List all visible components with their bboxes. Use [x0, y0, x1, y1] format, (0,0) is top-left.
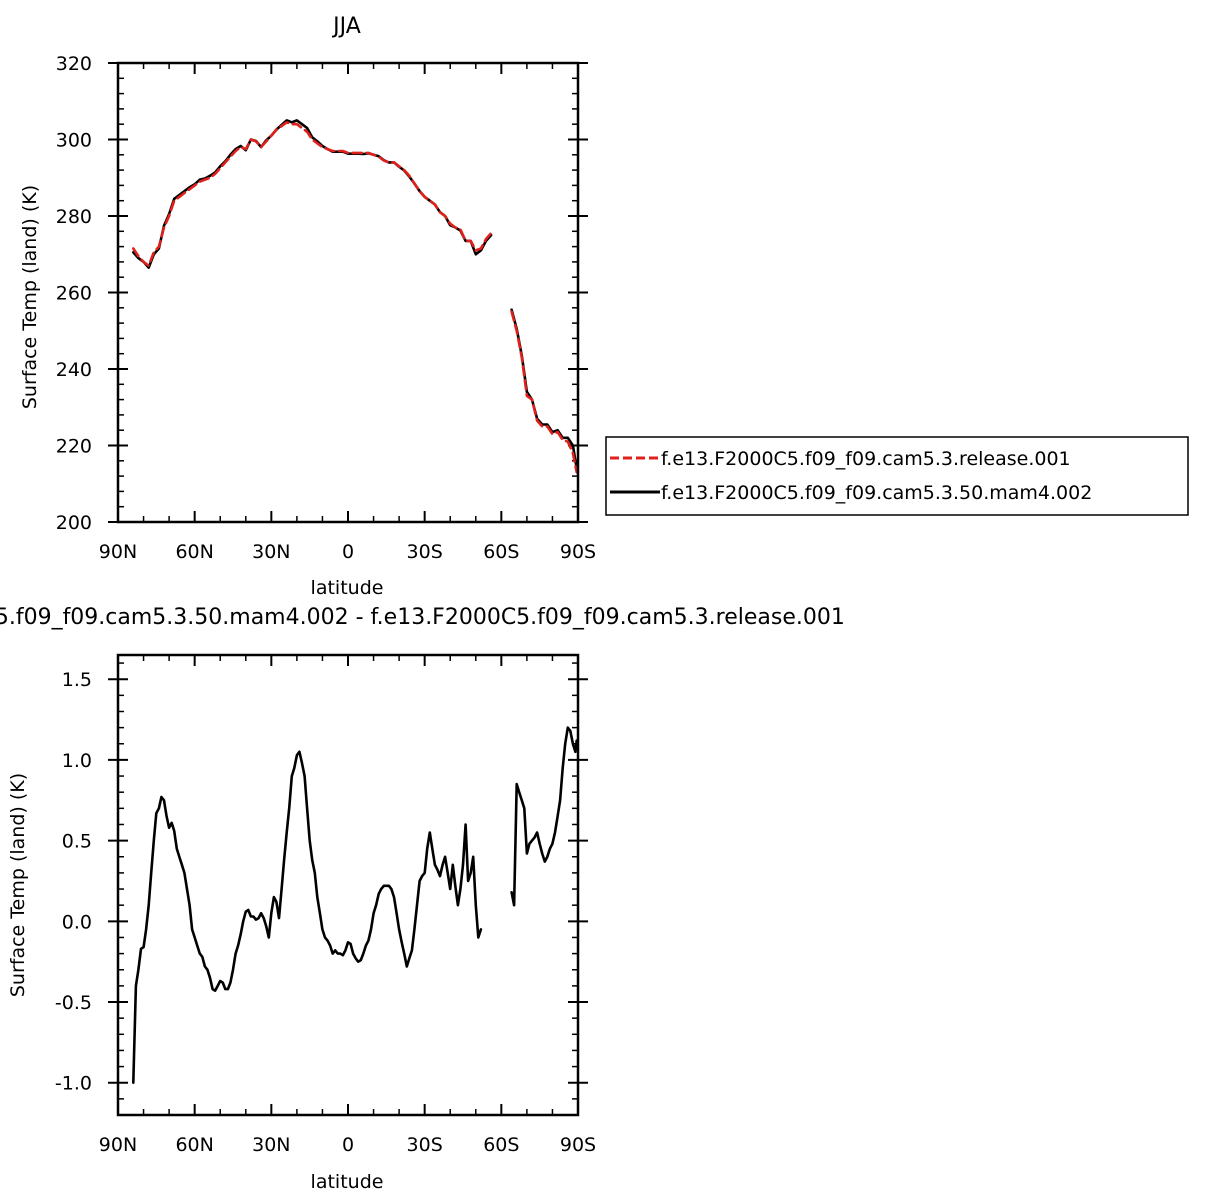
x-tick-label: 60N: [175, 541, 213, 563]
x-tick-label: 90N: [99, 1134, 137, 1156]
x-tick-label: 30S: [407, 1134, 443, 1156]
bottom-axis-ticks: [108, 655, 588, 1115]
top-y-tick-labels: 200 220 240 260 280 300 320: [56, 53, 92, 534]
series-line-1-segment-1: [510, 308, 578, 470]
y-tick-label: 1.5: [62, 669, 92, 691]
x-tick-label: 60S: [483, 541, 519, 563]
legend-label-release: f.e13.F2000C5.f09_f09.cam5.3.release.001: [661, 448, 1071, 470]
y-tick-label: 260: [56, 283, 92, 305]
bottom-x-axis-label: latitude: [311, 1171, 384, 1193]
top-chart-title: JJA: [331, 14, 361, 39]
y-tick-label: 280: [56, 206, 92, 228]
y-tick-label: 200: [56, 512, 92, 534]
bottom-chart-title: f.e13.F2000C5.f09_f09.cam5.3.50.mam4.002…: [0, 605, 845, 630]
x-tick-label: 30S: [407, 541, 443, 563]
series-line-0-segment-0: [132, 121, 493, 267]
y-tick-label: 1.0: [62, 750, 92, 772]
x-tick-label: 90N: [99, 541, 137, 563]
x-tick-label: 60S: [483, 1134, 519, 1156]
y-tick-label: -0.5: [55, 992, 92, 1014]
bottom-y-tick-labels: -1.0 -0.5 0.0 0.5 1.0 1.5: [55, 669, 92, 1095]
x-tick-label: 90S: [560, 541, 596, 563]
series-line-0-segment-1: [510, 310, 578, 474]
top-axis-ticks: [108, 62, 588, 523]
series-line-1-segment-0: [132, 119, 493, 269]
y-tick-label: 220: [56, 436, 92, 458]
y-tick-label: 320: [56, 53, 92, 75]
y-tick-label: 0.5: [62, 831, 92, 853]
legend: f.e13.F2000C5.f09_f09.cam5.3.release.001…: [605, 436, 1189, 516]
legend-box: [605, 436, 1189, 516]
bottom-plot-frame: [116, 653, 580, 1117]
x-tick-label: 90S: [560, 1134, 596, 1156]
y-tick-label: 300: [56, 130, 92, 152]
x-tick-label: 30N: [252, 541, 290, 563]
top-plot-frame: [116, 61, 580, 524]
y-tick-label: 0.0: [62, 911, 92, 933]
x-tick-label: 0: [342, 541, 354, 563]
top-chart-panel: JJA 90N 60N 30N 0 30S 60S 90S 200 220 240 260 280 3…: [19, 14, 1189, 599]
y-tick-label: 240: [56, 359, 92, 381]
top-plot-lines: [132, 119, 578, 474]
x-tick-label: 60N: [175, 1134, 213, 1156]
x-tick-label: 0: [342, 1134, 354, 1156]
legend-label-mam4: f.e13.F2000C5.f09_f09.cam5.3.50.mam4.002: [661, 482, 1092, 504]
y-tick-label: -1.0: [55, 1073, 92, 1095]
top-y-axis-label: Surface Temp (land) (K): [19, 185, 41, 409]
top-x-tick-labels: 90N 60N 30N 0 30S 60S 90S: [99, 541, 596, 563]
bottom-y-axis-label: Surface Temp (land) (K): [7, 773, 29, 997]
bottom-chart-panel: f.e13.F2000C5.f09_f09.cam5.3.50.mam4.002…: [0, 605, 845, 1193]
series-line-0-segment-0: [132, 750, 483, 1084]
series-line-0-segment-1: [510, 726, 578, 907]
top-x-axis-label: latitude: [311, 577, 384, 599]
x-tick-label: 30N: [252, 1134, 290, 1156]
bottom-plot-lines: [132, 726, 578, 1084]
bottom-x-tick-labels: 90N 60N 30N 0 30S 60S 90S: [99, 1134, 596, 1156]
